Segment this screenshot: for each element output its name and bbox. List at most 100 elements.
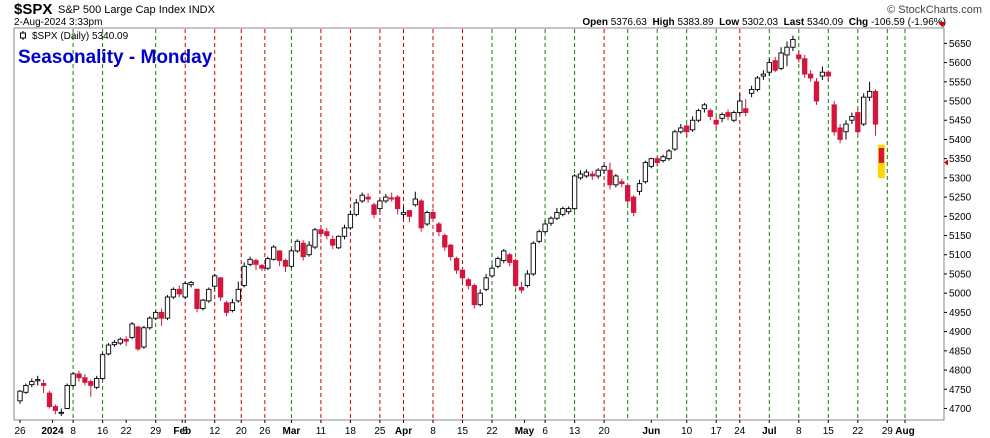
candle — [123, 336, 129, 347]
timestamp: 2-Aug-2024 3:33pm — [14, 17, 103, 28]
candle — [64, 383, 70, 410]
candle — [306, 241, 312, 257]
chart-title: Seasonality - Monday — [18, 47, 213, 68]
candle — [566, 206, 572, 215]
candle — [436, 222, 442, 237]
candle-body — [359, 194, 365, 202]
x-tick-label: 20 — [236, 426, 248, 437]
candle-body — [418, 200, 424, 229]
candle — [554, 207, 560, 221]
candle — [330, 235, 336, 249]
candle — [247, 256, 253, 267]
candle-body — [35, 379, 41, 382]
candle-body — [654, 158, 660, 163]
x-tick-label: 15 — [457, 426, 469, 437]
candle — [837, 124, 843, 144]
candle-body — [512, 260, 519, 286]
y-tick-label: 4750 — [949, 385, 972, 396]
candle — [501, 248, 507, 264]
candle-body — [29, 381, 35, 386]
candle — [719, 112, 725, 123]
chg-value: -106.59 (-1.96%) — [870, 17, 946, 28]
candle-body — [141, 327, 147, 348]
candle-body — [312, 229, 318, 248]
candle — [872, 89, 879, 136]
candle-body — [223, 302, 230, 313]
candle — [223, 300, 230, 317]
candle-body — [713, 119, 719, 125]
candle — [613, 174, 619, 188]
candle — [371, 202, 377, 219]
x-tick-label: 17 — [711, 426, 723, 437]
candle — [52, 404, 59, 415]
x-tick-label: 8 — [70, 426, 76, 437]
candle-body — [182, 283, 188, 298]
candle-body — [872, 90, 879, 125]
open-value: 5376.63 — [610, 17, 647, 28]
candle — [877, 144, 885, 179]
candle — [802, 54, 808, 78]
low-value: 5302.03 — [741, 17, 779, 28]
candle — [754, 76, 761, 92]
candle — [141, 325, 147, 349]
candle — [105, 343, 112, 356]
candle — [341, 224, 348, 240]
x-tick-label: Mar — [283, 426, 301, 437]
x-tick-label: 25 — [374, 426, 386, 437]
candle — [778, 47, 784, 71]
candle — [353, 199, 359, 217]
candle — [666, 149, 672, 161]
candle-body — [383, 196, 389, 202]
candle-body — [607, 169, 613, 186]
x-tick-label: Jun — [642, 426, 660, 437]
candle — [377, 199, 383, 212]
candle-body — [335, 235, 342, 249]
candle — [229, 298, 236, 313]
y-tick-label: 5500 — [949, 97, 972, 108]
candle — [536, 229, 542, 244]
candle — [129, 322, 135, 340]
candle — [642, 160, 649, 184]
candle — [182, 281, 188, 299]
candle — [465, 277, 472, 290]
candle — [843, 120, 849, 140]
candle-body — [630, 196, 637, 213]
candle-body — [672, 131, 678, 150]
candle-body — [294, 240, 300, 252]
candle-body — [725, 112, 731, 117]
candle-body — [489, 267, 495, 277]
candle — [147, 316, 153, 330]
candle-body — [170, 288, 177, 298]
candle-body — [477, 292, 483, 306]
chart-legend: $SPX (Daily) 5340.09 — [32, 31, 129, 42]
candle — [743, 99, 749, 117]
candle — [176, 285, 182, 298]
candle-body — [772, 60, 778, 71]
candle-body — [589, 173, 595, 177]
candle — [672, 129, 678, 151]
down-arrow-icon — [938, 22, 946, 27]
candle — [412, 191, 418, 207]
y-tick-label: 4850 — [949, 346, 972, 357]
candle-body — [501, 250, 507, 261]
candle-body — [371, 204, 377, 215]
candle-body — [766, 62, 772, 73]
candle-body — [819, 71, 826, 77]
candle-body — [689, 119, 696, 131]
candle-body — [878, 147, 885, 163]
candle — [294, 239, 300, 253]
candle-body — [235, 288, 241, 302]
y-tick-label: 5600 — [949, 58, 972, 69]
candle-body — [276, 250, 283, 261]
candle — [282, 258, 289, 273]
candle-body — [76, 373, 82, 379]
candle-body — [666, 150, 672, 160]
candle-body — [453, 258, 460, 271]
x-tick-label: 22 — [852, 426, 864, 437]
candle — [855, 108, 861, 134]
candle-body — [784, 46, 790, 56]
candle — [796, 51, 802, 63]
candle — [135, 325, 141, 351]
candle — [153, 310, 159, 321]
